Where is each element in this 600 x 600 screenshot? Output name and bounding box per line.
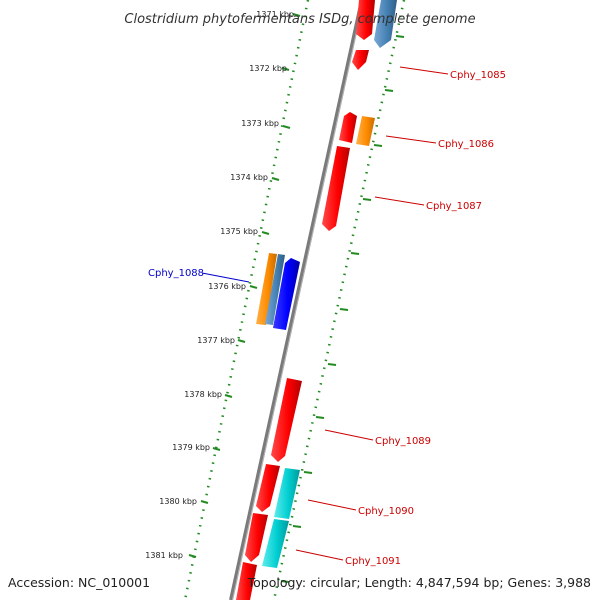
gene-feature-top-red[interactable] (356, 0, 375, 40)
gene-label-cphy1089[interactable]: Cphy_1089 (375, 436, 431, 447)
gene-label-cphy1088[interactable]: Cphy_1088 (148, 268, 204, 279)
gene-feature-cphy1088-blue[interactable] (273, 258, 300, 330)
gene-feature-cphy1088-orange[interactable] (256, 253, 277, 325)
kbp-major-ticks (188, 13, 301, 558)
gene-label-cphy1085[interactable]: Cphy_1085 (450, 70, 506, 81)
gene-feature-cphy1087[interactable] (322, 146, 350, 231)
outer-ring-ticks (280, 35, 405, 583)
kbp-label-1373: 1373 kbp (241, 119, 279, 128)
gene-label-leaders (201, 66, 449, 561)
gene-feature-cphy1090-red[interactable] (256, 464, 280, 512)
kbp-label-1371: 1371 kbp (256, 10, 294, 19)
accession-text: Accession: NC_010001 (8, 575, 150, 590)
gene-feature-cphy1088-steelblue[interactable] (265, 254, 285, 325)
kbp-label-1376: 1376 kbp (208, 282, 246, 291)
gene-feature-cphy1085[interactable] (352, 50, 369, 70)
kbp-label-1378: 1378 kbp (184, 390, 222, 399)
kbp-label-1375: 1375 kbp (220, 227, 258, 236)
gene-label-cphy1090[interactable]: Cphy_1090 (358, 506, 414, 517)
kbp-label-1374: 1374 kbp (230, 173, 268, 182)
gene-feature-top-steelblue[interactable] (374, 0, 397, 48)
kbp-label-1379: 1379 kbp (172, 443, 210, 452)
genome-summary-text: Topology: circular; Length: 4,847,594 bp… (247, 575, 591, 590)
gene-feature-cphy1091-red[interactable] (245, 513, 268, 562)
gene-feature-cphy1086-orange[interactable] (356, 116, 375, 146)
gene-feature-cphy1086-red[interactable] (339, 112, 357, 143)
gene-feature-bottom-red[interactable] (236, 562, 257, 600)
gene-label-cphy1091[interactable]: Cphy_1091 (345, 556, 401, 567)
gene-feature-cphy1089[interactable] (271, 378, 302, 462)
map-title: Clostridium phytofermentans ISDg, comple… (124, 12, 475, 27)
genome-backbone-highlight (232, 0, 364, 600)
gene-label-cphy1087[interactable]: Cphy_1087 (426, 201, 482, 212)
kbp-label-1380: 1380 kbp (159, 497, 197, 506)
gene-feature-cphy1091-cyan[interactable] (262, 519, 289, 568)
genome-backbone (229, 0, 364, 600)
kbp-label-1372: 1372 kbp (249, 64, 287, 73)
kbp-label-1377: 1377 kbp (197, 336, 235, 345)
gene-label-cphy1086[interactable]: Cphy_1086 (438, 139, 494, 150)
kbp-label-1381: 1381 kbp (145, 551, 183, 560)
gene-feature-cphy1090-cyan[interactable] (274, 468, 300, 519)
